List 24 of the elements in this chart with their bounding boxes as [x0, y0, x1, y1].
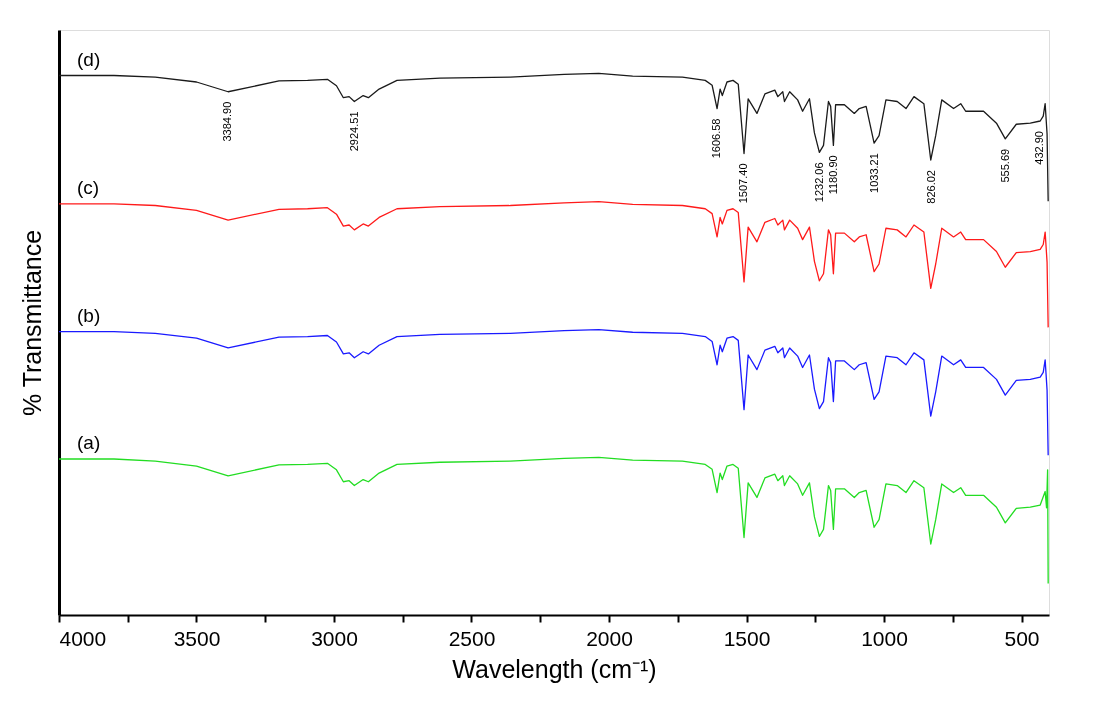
annotation: 555.69 — [999, 148, 1012, 183]
series-label: (d) — [77, 48, 101, 70]
annotation: 2924.51 — [347, 111, 360, 152]
x-tick-label: 3500 — [173, 626, 221, 650]
annotation: 826.02 — [924, 170, 937, 204]
series-label: (c) — [77, 176, 100, 198]
annotation: 1507.40 — [737, 163, 750, 204]
x-tick-label: 1000 — [861, 626, 908, 650]
annotation: 1180.90 — [827, 155, 840, 195]
series-label: (b) — [77, 304, 101, 326]
annotation: 1606.58 — [710, 118, 723, 159]
x-tick-label: 1500 — [723, 626, 771, 650]
annotation: 1232.06 — [813, 162, 826, 203]
series-label: (a) — [77, 432, 101, 453]
annotation: 432.90 — [1032, 131, 1045, 165]
x-tick-label: 2000 — [586, 626, 633, 650]
y-axis-title: % Transmittance — [17, 229, 46, 417]
annotation: 3384.90 — [221, 101, 234, 142]
x-tick-label: 3000 — [311, 626, 358, 650]
x-tick-label: 500 — [1004, 626, 1040, 650]
x-axis-title: Wavelength (cm⁻¹) — [452, 654, 657, 683]
x-tick-label: 4000 — [59, 626, 107, 650]
x-tick-label: 2500 — [448, 626, 496, 650]
annotation: 1033.21 — [867, 153, 880, 193]
